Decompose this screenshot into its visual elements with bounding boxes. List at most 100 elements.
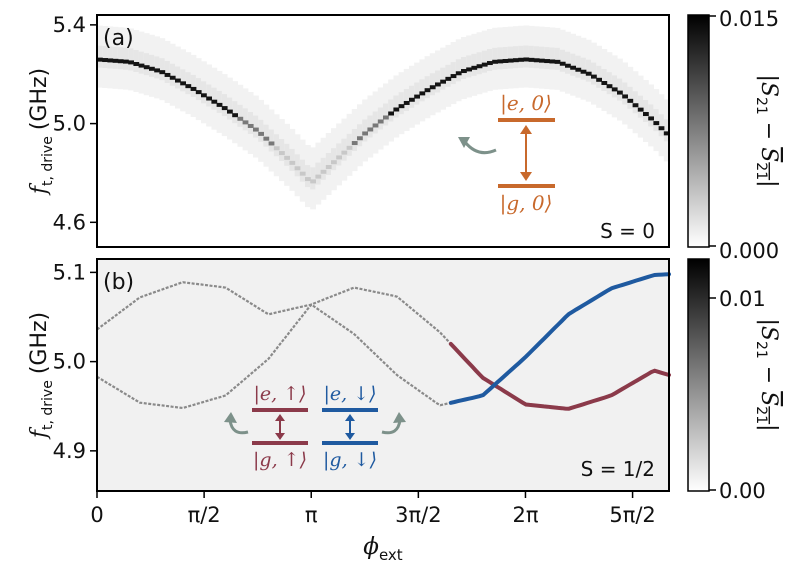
band-core-cell <box>398 92 405 115</box>
x-tick-label: 3π/2 <box>395 503 441 527</box>
band-core-cell <box>112 46 119 69</box>
curve-a-cell <box>341 150 348 155</box>
fitted-curve-2 <box>448 272 671 405</box>
colorbar-b-max: 0.01 <box>719 287 766 311</box>
curve-a-cell <box>393 107 400 112</box>
band-core-cell <box>279 139 285 162</box>
y-tick-label-a: 4.6 <box>53 210 86 234</box>
colorbar-b-label: |S21 − S21| <box>753 318 781 431</box>
band-core-cell <box>388 99 394 122</box>
curve-a-cell <box>107 58 114 63</box>
curve-a-cell <box>128 60 134 65</box>
curve-a-cell <box>570 65 576 70</box>
curve-a-cell <box>554 59 561 64</box>
curve-a-cell <box>658 126 665 131</box>
band-core-cell <box>528 45 535 68</box>
curve-a-cell <box>523 57 530 62</box>
band-core-cell <box>117 47 124 70</box>
inset-b-up-arrow-head-down <box>275 433 285 440</box>
band-core-cell <box>627 86 634 109</box>
curve-a-cell <box>601 80 608 85</box>
curve-a-cell <box>279 151 285 156</box>
curve-a-cell <box>580 69 587 74</box>
inset-a-pointer-arrow-head <box>458 137 470 148</box>
inset-b-left-pointer-arrow-head <box>224 412 237 423</box>
curve-a-cell <box>97 57 103 62</box>
band-core-cell <box>325 153 332 176</box>
curve-a-cell <box>273 146 280 151</box>
panel-b-y-ticks: 4.9 5.0 5.1 <box>53 260 97 463</box>
band-core-cell <box>585 59 592 82</box>
inset-b-down-lower-level <box>322 441 378 445</box>
band-core-cell <box>492 47 498 70</box>
band-core-cell <box>518 45 524 68</box>
band-core-cell <box>372 111 379 134</box>
curve-a-cell <box>123 59 129 64</box>
curve-a-cell <box>528 57 535 62</box>
curve-a-cell <box>258 131 264 136</box>
curve-a-cell <box>653 121 660 126</box>
inset-b-down-arrow-head-down <box>345 433 355 440</box>
colorbar-b: 0.01 0.00 |S21 − S21| <box>687 258 781 503</box>
band-core-cell <box>258 119 264 142</box>
panel-b-y-axis-label: ft, drive(GHz) <box>27 312 56 440</box>
curve-a-cell <box>195 90 202 95</box>
x-tick-label: π <box>305 503 318 527</box>
band-core-cell <box>362 119 368 142</box>
curve-a-cell <box>206 96 212 101</box>
band-core-cell <box>102 46 108 69</box>
panel-b-fitted-curves <box>448 272 671 411</box>
band-core-cell <box>143 53 150 76</box>
curve-a-cell <box>492 59 498 64</box>
band-core-cell <box>549 47 556 70</box>
panel-b-measured-curves <box>96 281 452 410</box>
band-core-cell <box>154 56 160 79</box>
curve-a-cell <box>414 94 420 99</box>
inset-b-down-arrow-head-up <box>345 414 355 421</box>
band-core-cell <box>497 47 504 70</box>
curve-a-cell <box>325 165 332 170</box>
band-core-cell <box>284 143 290 166</box>
curve-a-cell <box>648 116 654 121</box>
curve-a-cell <box>253 127 259 132</box>
curve-a-cell <box>351 141 358 146</box>
band-core-cell <box>601 68 608 91</box>
curve-a-cell <box>180 81 186 86</box>
y-tick-label-a: 5.4 <box>53 13 86 37</box>
curve-a-cell <box>513 58 519 63</box>
band-core-cell <box>653 109 660 132</box>
curve-a-cell <box>263 136 270 141</box>
inset-b-down-upper-state: |e, ↓⟩ <box>323 383 376 405</box>
curve-a-cell <box>388 111 394 116</box>
curve-a-cell <box>398 104 405 109</box>
colorbar-b-min: 0.00 <box>719 479 766 503</box>
inset-b-up-arrow-head-up <box>275 414 285 421</box>
curve-a-cell <box>643 112 649 117</box>
curve-a-cell <box>403 100 410 105</box>
band-core-cell <box>169 63 176 86</box>
curve-a-cell <box>637 107 644 112</box>
band-core-cell <box>211 87 218 110</box>
band-core-cell <box>591 62 597 85</box>
inset-b-up-lower-state: |g, ↑⟩ <box>253 449 307 471</box>
curve-a-cell <box>227 109 233 114</box>
curve-a-cell <box>461 69 467 74</box>
curve-a-cell <box>507 58 514 63</box>
band-core-cell <box>648 104 654 127</box>
colorbar-a-max: 0.015 <box>719 7 779 31</box>
band-core-cell <box>357 124 363 147</box>
band-core-cell <box>403 88 410 111</box>
curve-a-cell <box>450 74 457 79</box>
band-core-cell <box>440 67 446 90</box>
band-core-cell <box>377 107 384 130</box>
curve-a-cell <box>419 91 426 96</box>
curve-a-cell <box>585 71 592 76</box>
band-core-cell <box>544 47 550 70</box>
band-core-cell <box>206 84 212 107</box>
band-core-cell <box>138 51 145 74</box>
curve-a-cell <box>133 62 140 67</box>
band-core-cell <box>455 59 462 82</box>
svg-text:ft, drive(GHz): ft, drive(GHz) <box>27 68 56 196</box>
band-core-cell <box>133 50 140 73</box>
